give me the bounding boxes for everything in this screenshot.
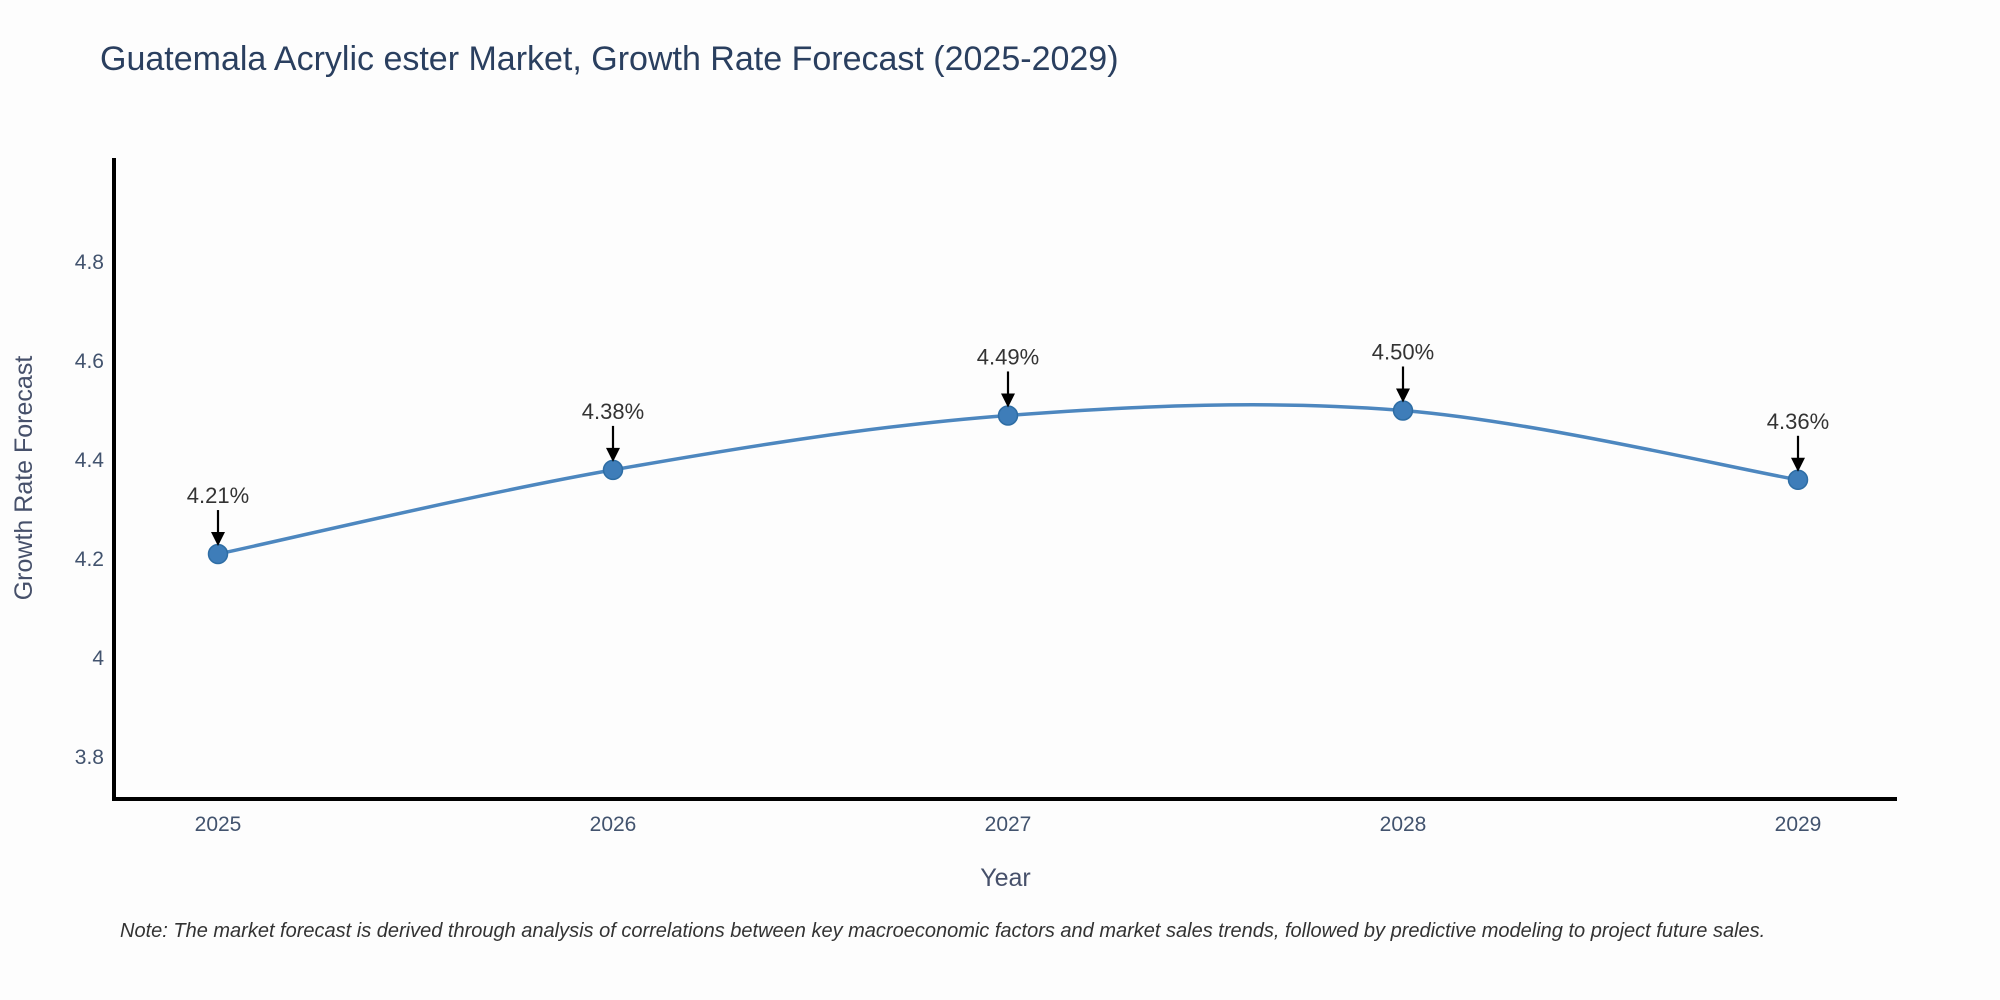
annotation-label: 4.50% xyxy=(1372,340,1434,365)
x-tick-label: 2025 xyxy=(195,813,242,836)
y-tick-label: 4.2 xyxy=(75,548,104,571)
x-tick-label: 2026 xyxy=(590,813,637,836)
data-point-marker[interactable] xyxy=(1392,400,1414,421)
annotation-label: 4.38% xyxy=(582,399,644,424)
y-tick-label: 3.8 xyxy=(75,746,104,769)
annotation-label: 4.49% xyxy=(977,344,1039,369)
y-tick-label: 4 xyxy=(92,647,104,670)
y-tick-label: 4.4 xyxy=(75,449,105,472)
trend-line xyxy=(216,403,1800,556)
annotation-arrowhead-icon xyxy=(1001,393,1015,408)
x-tick-label: 2029 xyxy=(1775,813,1822,836)
y-tick-label: 4.6 xyxy=(75,350,104,373)
data-point-marker[interactable] xyxy=(997,405,1019,426)
annotation-arrowhead-icon xyxy=(1791,457,1805,472)
annotation-label: 4.36% xyxy=(1767,409,1829,434)
annotation-arrowhead-icon xyxy=(606,447,620,462)
x-tick-label: 2027 xyxy=(985,813,1032,836)
annotation-label: 4.21% xyxy=(187,483,249,508)
y-axis-title: Growth Rate Forecast xyxy=(10,356,38,601)
x-tick-label: 2028 xyxy=(1380,813,1427,836)
data-point-marker[interactable] xyxy=(207,543,229,565)
y-tick-label: 4.8 xyxy=(75,251,104,274)
x-axis-title: Year xyxy=(980,864,1031,892)
chart-title: Guatemala Acrylic ester Market, Growth R… xyxy=(100,40,1119,78)
chart-note: Note: The market forecast is derived thr… xyxy=(120,920,1766,942)
annotation-arrowhead-icon xyxy=(1396,388,1410,403)
data-point-marker[interactable] xyxy=(602,459,624,481)
annotation-arrowhead-icon xyxy=(211,532,225,547)
data-point-marker[interactable] xyxy=(1787,469,1809,491)
